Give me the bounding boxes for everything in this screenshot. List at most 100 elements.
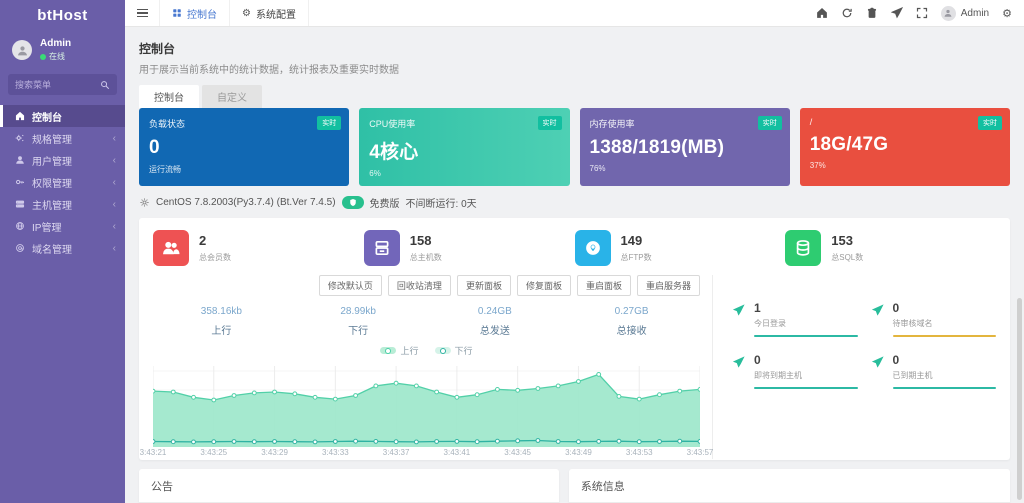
key-icon (16, 179, 24, 185)
content-tabs: 控制台 自定义 (139, 85, 1010, 108)
globe-icon (16, 222, 24, 230)
quick-stat-expiring-hosts[interactable]: 0 即将到期主机 (731, 353, 858, 389)
sidebar: btHost Admin 在线 控制台 规格管理‹ 用户管理‹ 权限管理‹ (0, 0, 125, 503)
gear-icon (140, 198, 149, 207)
rocket-icon (871, 304, 884, 316)
brand-logo: btHost (37, 6, 88, 24)
gear-icon: ⚙ (242, 7, 251, 19)
chart-legend: 上行 下行 (153, 344, 700, 357)
tab-console[interactable]: 控制台 (139, 85, 199, 108)
restart-panel-button[interactable]: 重启面板 (576, 275, 631, 296)
stat-downstream: 28.99kb 下行 (340, 306, 376, 337)
status-cards: 负载状态 实时 0 运行流畅 CPU使用率 实时 4核心 6% 内存使用率 实时… (139, 108, 1010, 186)
chevron-left-icon: ‹ (112, 176, 116, 188)
realtime-badge: 实时 (757, 116, 782, 130)
bottom-panels: 公告 欢迎使用btHost 如果您在使用中遇到什么问题，欢迎到社区进行反馈bbs… (139, 469, 1010, 503)
home-icon[interactable] (816, 7, 828, 19)
sidebar-item-hosts[interactable]: 主机管理 ‹ (0, 193, 125, 215)
globe-pin-icon (585, 241, 600, 255)
sidebar-item-console[interactable]: 控制台 (0, 105, 125, 127)
panel-actions: 修改默认页 回收站清理 更新面板 修复面板 重启面板 重启服务器 (153, 275, 700, 296)
home-icon (15, 111, 25, 121)
total-hosts[interactable]: 158 总主机数 (363, 230, 575, 266)
chevron-left-icon: ‹ (112, 220, 116, 232)
users-group-icon (163, 241, 180, 255)
update-panel-button[interactable]: 更新面板 (456, 275, 511, 296)
network-stats: 358.16kb 上行 28.99kb 下行 0.24GB 总发送 0.27GB 总接收 (153, 306, 700, 337)
quick-stat-expired-hosts[interactable]: 0 已到期主机 (870, 353, 996, 389)
user-status: 在线 (40, 51, 71, 62)
sidebar-search[interactable] (8, 74, 117, 95)
card-disk[interactable]: / 实时 18G/47G 37% (799, 108, 1010, 186)
rocket-icon (871, 356, 884, 368)
clean-plane-icon[interactable] (890, 7, 903, 19)
rocket-icon (732, 304, 745, 316)
hamburger-menu-icon[interactable] (125, 0, 159, 26)
network-chart[interactable]: 3:43:21 3:43:25 3:43:29 3:43:33 3:43:37 3:43:… (139, 361, 714, 459)
restart-server-button[interactable]: 重启服务器 (636, 275, 700, 296)
rocket-icon (732, 356, 745, 368)
scrollbar-thumb[interactable] (1017, 298, 1022, 500)
server-icon (375, 240, 389, 256)
chevron-left-icon: ‹ (112, 154, 116, 166)
announcement-title: 公告 (151, 481, 173, 493)
announcement-panel: 公告 欢迎使用btHost 如果您在使用中遇到什么问题，欢迎到社区进行反馈bbs… (139, 469, 559, 503)
refresh-icon[interactable] (841, 7, 853, 19)
default-page-button[interactable]: 修改默认页 (318, 275, 382, 296)
settings-cogs-icon[interactable]: ⚙ (1002, 6, 1012, 20)
navbar-tab-console[interactable]: 控制台 (159, 0, 230, 26)
navbar-avatar (940, 5, 956, 21)
chart-x-axis: 3:43:21 3:43:25 3:43:29 3:43:33 3:43:37 3:43:… (139, 448, 714, 457)
sidebar-user-block[interactable]: Admin 在线 (0, 30, 125, 72)
sidebar-item-specs[interactable]: 规格管理 ‹ (0, 127, 125, 149)
database-icon (797, 240, 810, 256)
main-content: 控制台 用于展示当前系统中的统计数据，统计报表及重要实时数据 控制台 自定义 负… (125, 27, 1024, 503)
sidebar-item-ip[interactable]: IP管理 ‹ (0, 215, 125, 237)
navbar-tab-sysconfig[interactable]: ⚙ 系统配置 (230, 0, 309, 26)
edition-label[interactable]: 免费版 (369, 199, 400, 210)
repair-panel-button[interactable]: 修复面板 (516, 275, 571, 296)
search-input[interactable] (15, 79, 100, 90)
trash-icon[interactable] (866, 7, 878, 19)
chevron-left-icon: ‹ (112, 242, 116, 254)
sidebar-item-domains[interactable]: 域名管理 ‹ (0, 237, 125, 259)
legend-up[interactable]: 上行 (380, 344, 419, 357)
stat-upstream: 358.16kb 上行 (200, 306, 242, 337)
search-icon[interactable] (100, 80, 110, 90)
navbar-user[interactable]: Admin (940, 5, 989, 21)
realtime-badge: 实时 (978, 116, 1002, 130)
total-ftp[interactable]: 149 总FTP数 (574, 230, 786, 266)
quick-stat-pending-domains[interactable]: 0 待审核域名 (870, 301, 996, 337)
total-sql[interactable]: 153 总SQL数 (785, 230, 996, 266)
page-title: 控制台 (139, 42, 176, 56)
sidebar-item-users[interactable]: 用户管理 ‹ (0, 149, 125, 171)
totals-row: 2 总会员数 158 总主机数 149 总FTP数 153 总SQL数 (153, 230, 996, 266)
user-avatar (12, 40, 32, 60)
realtime-badge: 实时 (317, 116, 342, 130)
user-name: Admin (40, 38, 72, 49)
legend-down[interactable]: 下行 (434, 344, 473, 357)
card-load[interactable]: 负载状态 实时 0 运行流畅 (139, 108, 350, 186)
os-info-text: CentOS 7.8.2003(Py3.7.4) (Bt.Ver 7.4.5) (156, 197, 336, 208)
chevron-left-icon: ‹ (112, 198, 116, 210)
recycle-clean-button[interactable]: 回收站清理 (387, 275, 451, 296)
sidebar-item-permissions[interactable]: 权限管理 ‹ (0, 171, 125, 193)
stat-total-received: 0.27GB 总接收 (614, 306, 649, 337)
chevron-left-icon: ‹ (112, 132, 116, 144)
system-info-title: 系统信息 (580, 481, 625, 493)
realtime-badge: 实时 (537, 116, 562, 130)
quick-stat-logins[interactable]: 1 今日登录 (731, 301, 858, 337)
card-cpu[interactable]: CPU使用率 实时 4核心 6% (359, 108, 570, 186)
shield-badge[interactable] (341, 196, 364, 209)
at-circle-icon (16, 244, 24, 252)
tab-custom[interactable]: 自定义 (202, 85, 262, 108)
legend-marker-icon (380, 347, 397, 354)
cogs-icon (15, 134, 24, 142)
traffic-column: 修改默认页 回收站清理 更新面板 修复面板 重启面板 重启服务器 358.16k… (139, 275, 714, 459)
online-dot-icon (40, 53, 46, 60)
fullscreen-icon[interactable] (916, 7, 928, 19)
card-memory[interactable]: 内存使用率 实时 1388/1819(MB) 76% (579, 108, 790, 186)
user-icon (16, 156, 24, 164)
stat-total-sent: 0.24GB 总发送 (477, 306, 512, 337)
total-members[interactable]: 2 总会员数 (153, 230, 364, 266)
